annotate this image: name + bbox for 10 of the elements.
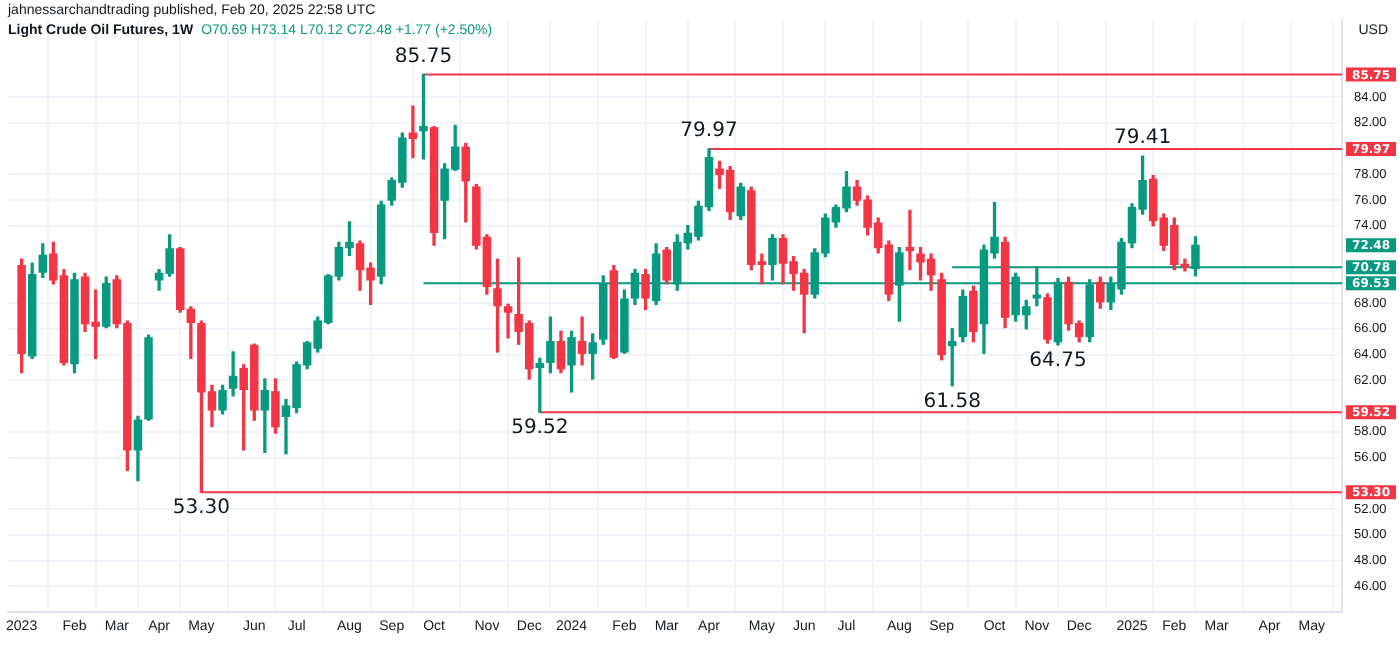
candlestick [408, 105, 418, 159]
annotation: 79.41 [1113, 127, 1172, 150]
annotation: 85.75 [394, 45, 453, 68]
annotation: 53.30 [172, 497, 231, 520]
annotation: 61.58 [923, 390, 981, 413]
annotation: 79.97 [680, 120, 738, 143]
annotation: 59.52 [511, 417, 569, 440]
candlestick [503, 303, 513, 339]
annotation: 64.75 [1029, 350, 1087, 373]
candlestick [905, 209, 915, 271]
